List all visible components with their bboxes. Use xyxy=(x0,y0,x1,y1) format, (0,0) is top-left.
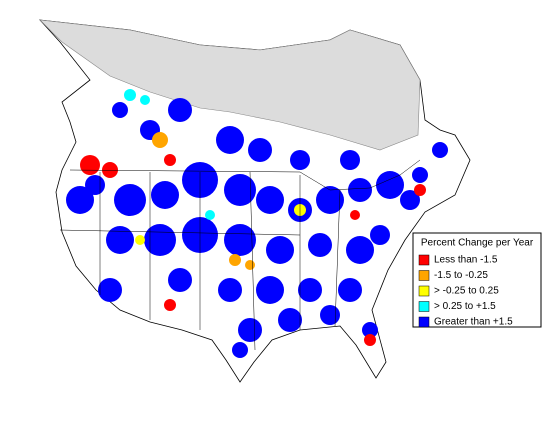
survey-area xyxy=(338,278,362,302)
survey-area xyxy=(98,278,122,302)
survey-area xyxy=(80,155,100,175)
survey-area xyxy=(362,322,378,338)
us-canada-border xyxy=(69,159,421,191)
legend: Percent Change per Year Less than -1.5 -1… xyxy=(412,232,542,328)
survey-area xyxy=(114,184,146,216)
survey-area xyxy=(400,190,420,210)
survey-area xyxy=(85,175,105,195)
legend-label: > -0.25 to 0.25 xyxy=(434,286,499,297)
legend-swatch xyxy=(418,285,430,297)
survey-area xyxy=(238,318,262,342)
survey-area xyxy=(256,186,284,214)
survey-area xyxy=(135,235,145,245)
survey-area xyxy=(256,276,284,304)
survey-area xyxy=(414,184,426,196)
survey-area xyxy=(348,178,372,202)
survey-area xyxy=(205,210,215,220)
legend-box xyxy=(412,232,542,328)
survey-area xyxy=(266,236,294,264)
survey-area xyxy=(144,224,176,256)
survey-area xyxy=(66,186,94,214)
survey-area xyxy=(376,171,404,199)
survey-area xyxy=(216,126,244,154)
survey-area xyxy=(152,132,168,148)
borders xyxy=(59,159,421,351)
legend-label: > 0.25 to +1.5 xyxy=(434,301,496,312)
land xyxy=(38,19,471,383)
survey-area xyxy=(320,305,340,325)
survey-area xyxy=(164,299,176,311)
legend-swatch xyxy=(418,316,430,328)
state-border xyxy=(59,171,341,351)
survey-area xyxy=(102,162,118,178)
survey-area xyxy=(218,278,242,302)
survey-area xyxy=(232,342,248,358)
survey-area xyxy=(168,98,192,122)
legend-label: Greater than +1.5 xyxy=(434,317,513,328)
survey-area xyxy=(245,260,255,270)
survey-area xyxy=(340,150,360,170)
arctic-region xyxy=(39,19,421,151)
survey-area xyxy=(224,174,256,206)
survey-area xyxy=(350,210,360,220)
survey-area xyxy=(278,308,302,332)
survey-area xyxy=(370,225,390,245)
survey-area xyxy=(168,268,192,292)
legend-swatch xyxy=(418,254,430,266)
survey-area xyxy=(140,95,150,105)
legend-label: Less than -1.5 xyxy=(434,255,498,266)
survey-area xyxy=(308,233,332,257)
survey-area xyxy=(298,278,322,302)
survey-area xyxy=(106,226,134,254)
survey-area xyxy=(229,254,241,266)
survey-area xyxy=(346,236,374,264)
survey-area xyxy=(412,167,428,183)
survey-area xyxy=(432,142,448,158)
survey-area xyxy=(248,138,272,162)
survey-area xyxy=(124,89,136,101)
survey-area xyxy=(151,181,179,209)
legend-swatch xyxy=(418,270,430,281)
survey-area xyxy=(316,186,344,214)
legend-swatch xyxy=(418,301,430,312)
survey-area xyxy=(112,102,128,118)
survey-area xyxy=(164,154,176,166)
survey-area xyxy=(290,150,310,170)
legend-title: Percent Change per Year xyxy=(421,238,534,249)
legend-label: -1.5 to -0.25 xyxy=(434,270,488,281)
survey-area xyxy=(224,224,256,256)
survey-area xyxy=(364,334,376,346)
